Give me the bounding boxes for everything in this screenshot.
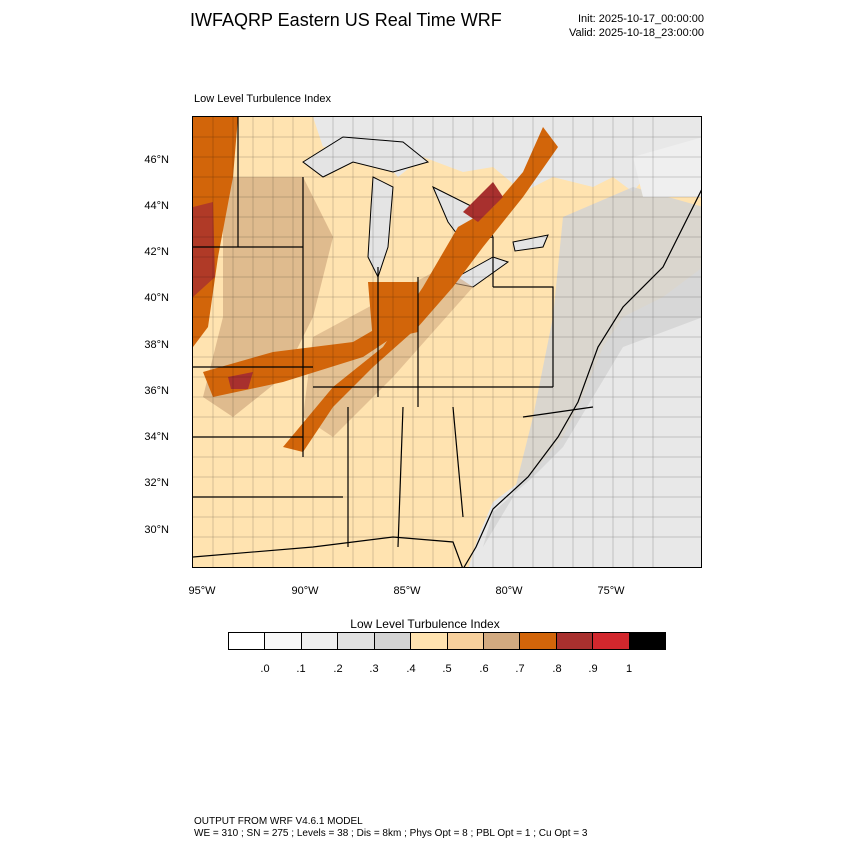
lon-label-95: 95°W: [188, 585, 216, 597]
lon-label-85: 85°W: [393, 585, 421, 597]
colorbar-label: .0: [260, 663, 270, 675]
colorbar-title: Low Level Turbulence Index: [350, 617, 500, 631]
high-index-band-south: [203, 292, 433, 397]
colorbar-label: .9: [588, 663, 598, 675]
colorbar-segment: [483, 633, 521, 649]
lat-label-34: 34°N: [144, 431, 169, 443]
colorbar-segment: [229, 633, 266, 649]
very-high-index-missouri: [228, 372, 253, 389]
plot-title: Low Level Turbulence Index: [194, 93, 331, 105]
footer-params-line: WE = 310 ; SN = 275 ; Levels = 38 ; Dis …: [194, 828, 588, 839]
high-index-diagonal-band: [283, 127, 558, 452]
very-low-index-region: [633, 137, 701, 197]
lat-label-32: 32°N: [144, 477, 169, 489]
colorbar-label: .5: [442, 663, 452, 675]
lat-label-38: 38°N: [144, 339, 169, 351]
lat-label-46: 46°N: [144, 154, 169, 166]
init-time: Init: 2025-10-17_00:00:00: [578, 13, 704, 25]
colorbar-label: .7: [515, 663, 525, 675]
lon-label-90: 90°W: [291, 585, 319, 597]
valid-time: Valid: 2025-10-18_23:00:00: [569, 27, 704, 39]
colorbar-segment: [629, 633, 666, 649]
turbulence-map: [192, 116, 702, 568]
lat-label-42: 42°N: [144, 246, 169, 258]
colorbar-segment: [338, 633, 375, 649]
colorbar-label: .6: [479, 663, 489, 675]
lat-label-40: 40°N: [144, 292, 169, 304]
colorbar-label: .8: [552, 663, 562, 675]
very-high-index-west: [193, 202, 215, 297]
footer-model-line: OUTPUT FROM WRF V4.6.1 MODEL: [194, 816, 363, 827]
colorbar-label: .2: [333, 663, 343, 675]
lake-ontario: [512, 234, 549, 252]
map-canvas: [193, 117, 701, 567]
colorbar-label: .3: [369, 663, 379, 675]
lon-label-80: 80°W: [495, 585, 523, 597]
lat-label-36: 36°N: [144, 385, 169, 397]
lon-label-75: 75°W: [597, 585, 625, 597]
colorbar-segment: [447, 633, 484, 649]
colorbar-segment: [265, 633, 302, 649]
county-boundaries: [193, 117, 701, 567]
colorbar-label: 1: [625, 663, 633, 675]
colorbar-segment: [374, 633, 412, 649]
colorbar-segment: [301, 633, 339, 649]
colorbar-label: .4: [406, 663, 416, 675]
gulf-coastline: [193, 536, 463, 567]
colorbar-segment: [520, 633, 557, 649]
colorbar-label: .1: [296, 663, 306, 675]
colorbar-segment: [593, 633, 630, 649]
page-title: IWFAQRP Eastern US Real Time WRF: [190, 10, 502, 30]
colorbar-segment: [556, 633, 594, 649]
east-coastline: [463, 189, 701, 567]
colorbar-segment: [411, 633, 448, 649]
lat-label-30: 30°N: [144, 524, 169, 536]
colorbar: [228, 632, 666, 650]
high-index-west: [193, 117, 238, 347]
lat-label-44: 44°N: [144, 200, 169, 212]
